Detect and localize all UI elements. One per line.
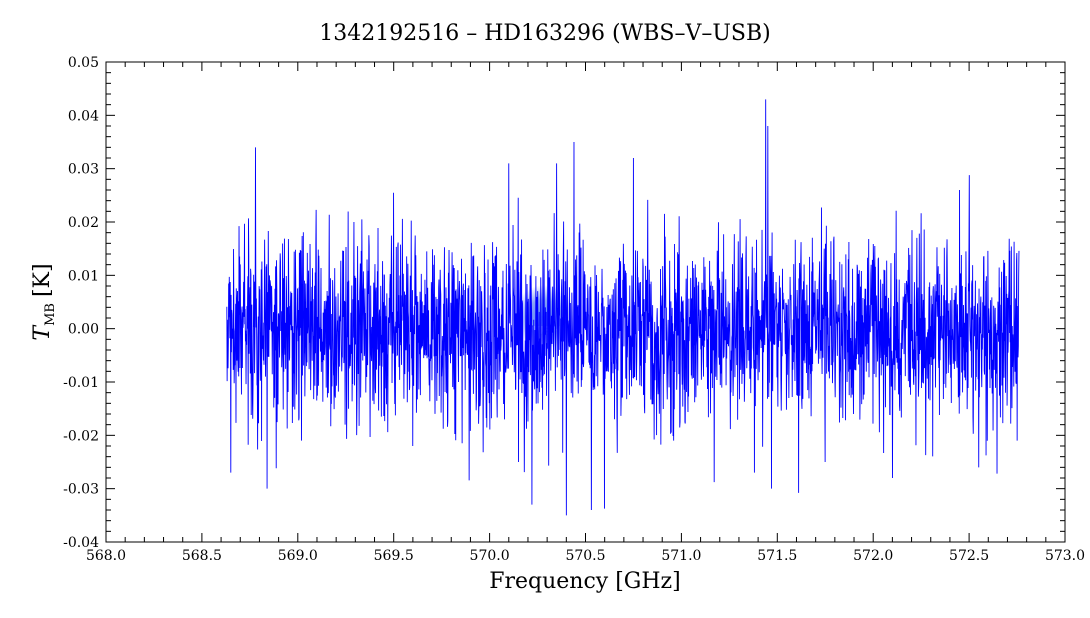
y-tick-label: 0.05: [68, 55, 99, 71]
y-tick-label: -0.04: [63, 535, 99, 551]
ticks-layer: 568.0 568.5 569.0 569.5 570.0 570.5 571.0 571.5…: [63, 55, 1085, 564]
y-tick-label: -0.01: [63, 375, 99, 391]
y-tick-label: 0.03: [68, 162, 99, 178]
chart-title: 1342192516 – HD163296 (WBS–V–USB): [319, 21, 770, 46]
y-tick-label: 0.00: [68, 322, 99, 338]
x-tick-label: 568.0: [86, 548, 126, 564]
x-tick-label: 573.0: [1045, 548, 1085, 564]
x-tick-label: 572.5: [949, 548, 989, 564]
x-tick-label: 570.0: [470, 548, 510, 564]
y-tick-label: 0.02: [68, 215, 99, 231]
y-axis-label-main: T: [30, 324, 55, 341]
x-tick-label: 572.0: [853, 548, 893, 564]
x-tick-label: 569.0: [278, 548, 318, 564]
y-tick-label: 0.04: [68, 108, 99, 124]
x-tick-label: 568.5: [182, 548, 222, 564]
y-axis-label-unit: [K]: [30, 263, 55, 297]
y-tick-label: -0.02: [63, 428, 99, 444]
y-axis-label: TMB [K]: [30, 263, 58, 340]
x-axis-label: Frequency [GHz]: [489, 569, 681, 594]
x-tick-label: 570.5: [565, 548, 605, 564]
x-tick-label: 571.0: [661, 548, 701, 564]
x-tick-label: 571.5: [757, 548, 797, 564]
y-axis-label-sub: MB: [43, 303, 58, 326]
y-tick-label: -0.03: [63, 482, 99, 498]
x-tick-label: 569.5: [374, 548, 414, 564]
y-tick-label: 0.01: [68, 268, 99, 284]
series-layer: [226, 99, 1020, 516]
spectrum-series-line: [226, 99, 1020, 516]
